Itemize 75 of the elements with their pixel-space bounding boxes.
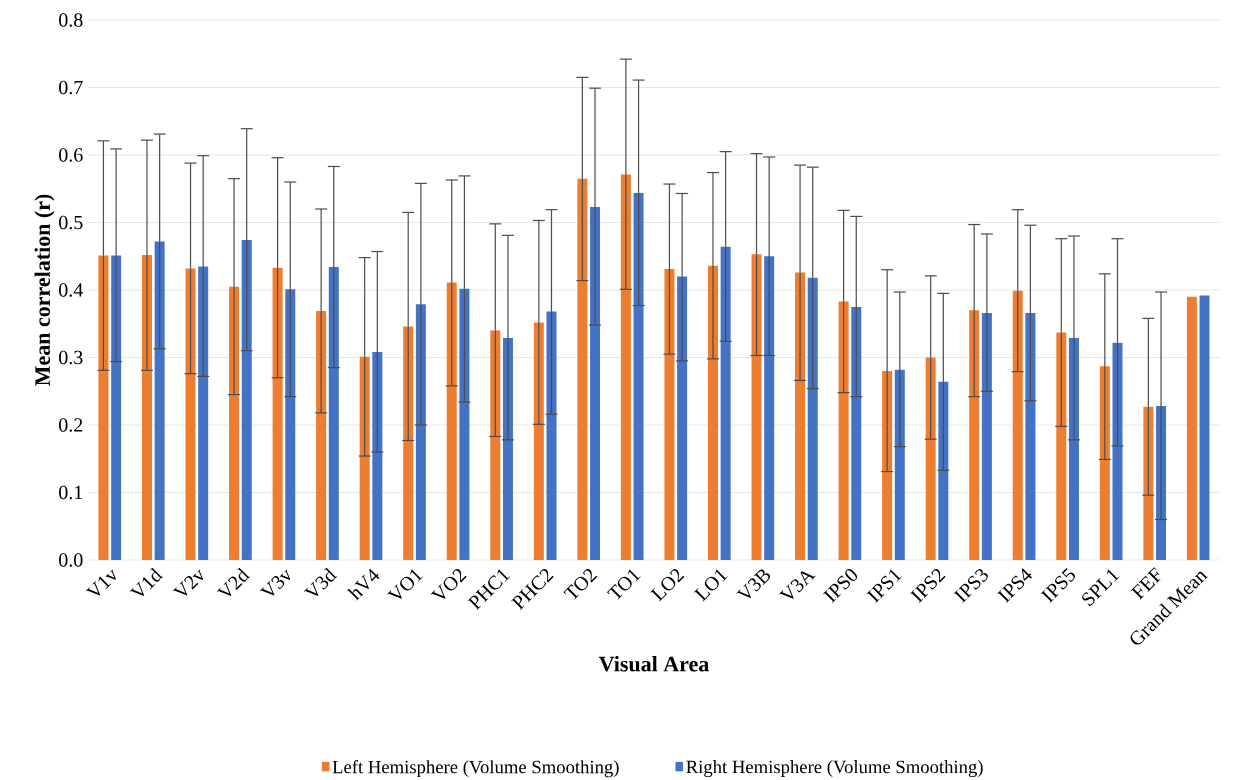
y-tick-label: 0.0 — [59, 552, 83, 567]
bar — [403, 326, 414, 560]
bar — [1012, 290, 1023, 560]
bar — [415, 303, 426, 560]
bar — [707, 265, 718, 560]
y-tick-label: 0.5 — [59, 215, 83, 230]
x-tick-label: TO2 — [563, 568, 598, 600]
x-tick-label: V3d — [303, 567, 338, 596]
bar — [577, 178, 588, 560]
bar — [1112, 342, 1123, 560]
x-tick-label: FEF — [1130, 566, 1161, 600]
bar — [154, 241, 165, 560]
bar — [229, 286, 240, 560]
bar — [838, 301, 849, 560]
bar — [285, 289, 296, 560]
bar — [241, 239, 252, 560]
bar — [851, 306, 862, 560]
bar — [328, 266, 339, 560]
bar — [533, 322, 544, 560]
bar — [446, 282, 457, 560]
bar — [272, 267, 283, 560]
bar — [1099, 366, 1110, 560]
bar — [981, 312, 992, 560]
x-tick-label: V1d — [129, 567, 163, 596]
y-tick-label: 0.1 — [59, 485, 83, 500]
x-tick-label: V3v — [259, 569, 291, 596]
legend-label: Left Hemisphere (Volume Smoothing) — [332, 759, 619, 777]
bar — [490, 330, 501, 560]
y-tick-label: 0.3 — [59, 350, 83, 365]
bar — [677, 276, 688, 560]
x-tick-label: LO2 — [650, 568, 685, 602]
bar — [459, 288, 470, 560]
y-axis-title: Mean correlation (r) — [34, 194, 55, 386]
bar — [938, 381, 949, 560]
y-tick-label: 0.4 — [59, 282, 83, 297]
bar — [1056, 332, 1067, 560]
bar — [764, 256, 775, 560]
bar — [664, 268, 675, 560]
x-tick-label: V1v — [85, 569, 117, 596]
bar — [751, 253, 762, 560]
x-tick-label: VO1 — [387, 569, 424, 599]
x-tick-label: TO1 — [606, 569, 641, 600]
x-axis-title: Visual Area — [598, 655, 709, 672]
bar — [633, 192, 644, 560]
bar — [141, 254, 152, 560]
x-tick-label: V3A — [779, 571, 816, 599]
bar — [925, 357, 936, 560]
legend-label: Right Hemisphere (Volume Smoothing) — [686, 759, 983, 777]
x-tick-label: V2d — [216, 567, 251, 596]
bar — [894, 369, 905, 560]
y-tick-label: 0.2 — [59, 417, 83, 432]
bar — [1025, 312, 1036, 560]
y-tick-label: 0.8 — [59, 12, 83, 27]
bar — [720, 246, 731, 560]
bar — [546, 311, 557, 560]
bar — [98, 255, 109, 560]
x-tick-label: VO2 — [430, 568, 467, 599]
bar — [1186, 296, 1197, 560]
bar — [807, 277, 818, 560]
x-tick-label: hV4 — [346, 568, 380, 601]
x-tick-label: LO1 — [693, 569, 728, 602]
bar — [1068, 337, 1079, 560]
x-tick-label: V3B — [736, 569, 770, 598]
bar — [969, 310, 980, 560]
bar — [620, 174, 631, 560]
bar — [590, 206, 601, 560]
bar — [185, 268, 196, 560]
y-tick-label: 0.6 — [59, 147, 83, 162]
bar — [198, 266, 209, 560]
y-tick-label: 0.7 — [59, 80, 83, 95]
bar — [795, 272, 806, 560]
bar — [359, 356, 370, 560]
bar — [372, 351, 383, 560]
x-tick-label: V2v — [172, 569, 204, 596]
bar — [1199, 295, 1210, 560]
